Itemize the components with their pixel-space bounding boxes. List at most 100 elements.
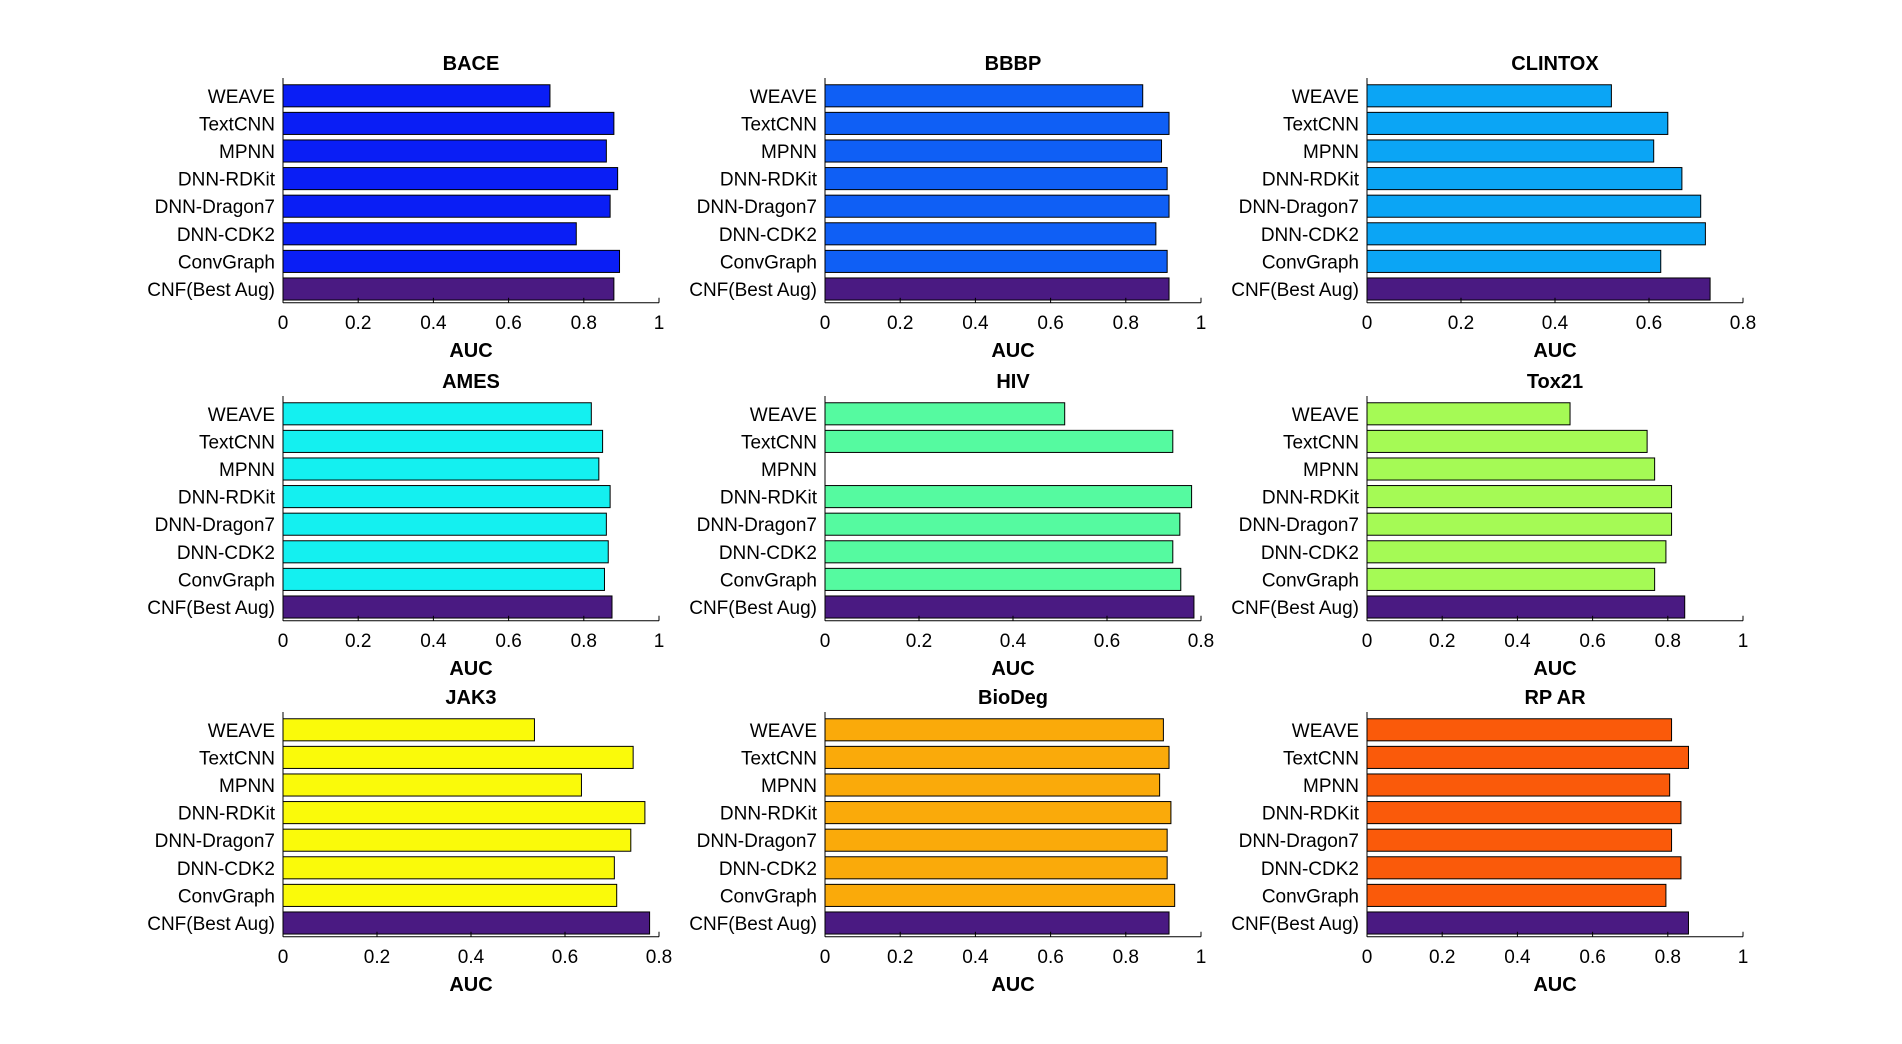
bar (824, 111, 1170, 135)
category-label: CNF(Best Aug) (147, 914, 275, 935)
category-label: DNN-CDK2 (1261, 543, 1359, 564)
bar (282, 194, 611, 218)
x-tick-label: 1 (1738, 631, 1749, 652)
category-label: DNN-RDKit (1262, 488, 1360, 509)
x-tick-label: 0.8 (1730, 313, 1756, 334)
x-tick-label: 0.2 (364, 947, 390, 968)
category-label: TextCNN (741, 432, 817, 453)
x-tick-label: 0.8 (1655, 947, 1681, 968)
category-label: TextCNN (741, 748, 817, 769)
category-label: ConvGraph (720, 570, 817, 591)
bar (824, 194, 1170, 218)
bar (1366, 856, 1682, 880)
bar (1366, 567, 1656, 591)
chart-panel-jak3: JAK3 WEAVE TextCNN MPNN DNN-RDKit DNN-Dragon7… (147, 687, 672, 996)
x-tick-label: 0.2 (906, 631, 932, 652)
bar (282, 856, 615, 880)
bar (1366, 801, 1682, 825)
x-tick-label: 0.2 (887, 947, 913, 968)
x-tick-label: 0.4 (1504, 947, 1531, 968)
x-tick-label: 0 (820, 631, 831, 652)
bar (1366, 540, 1667, 564)
bar (824, 828, 1168, 852)
category-label: TextCNN (199, 432, 275, 453)
category-label: DNN-Dragon7 (1239, 831, 1359, 852)
x-tick-label: 1 (654, 631, 665, 652)
bar (1366, 402, 1571, 426)
category-label: ConvGraph (178, 252, 275, 273)
bar (282, 883, 618, 907)
bar (282, 84, 551, 108)
bar (824, 139, 1163, 163)
category-label: WEAVE (208, 405, 275, 426)
category-label: ConvGraph (1262, 570, 1359, 591)
bar (824, 84, 1144, 108)
bar (282, 540, 609, 564)
category-label: MPNN (1303, 776, 1359, 797)
x-tick-label: 0.8 (571, 313, 597, 334)
bar (282, 111, 615, 135)
x-tick-label: 0.6 (1094, 631, 1120, 652)
bar (282, 911, 651, 935)
chart-title: AMES (442, 371, 500, 393)
x-tick-label: 0.6 (1037, 947, 1063, 968)
x-tick-label: 0.6 (1579, 631, 1605, 652)
bar (824, 249, 1168, 273)
x-axis-label: AUC (449, 340, 492, 362)
chart-panel-biodeg: BioDeg WEAVE TextCNN MPNN DNN-RDKit DNN-Drago… (689, 687, 1206, 996)
bar (1366, 512, 1673, 536)
chart-title: Tox21 (1527, 371, 1583, 393)
category-label: ConvGraph (1262, 886, 1359, 907)
category-label: ConvGraph (720, 252, 817, 273)
x-tick-label: 0.4 (458, 947, 485, 968)
bar (824, 911, 1170, 935)
category-label: DNN-RDKit (178, 804, 276, 825)
category-label: MPNN (219, 460, 275, 481)
bar (1366, 429, 1648, 453)
bar (282, 745, 634, 769)
x-tick-label: 0 (1362, 313, 1373, 334)
x-tick-label: 1 (1738, 947, 1749, 968)
bar (824, 595, 1195, 619)
category-label: WEAVE (208, 721, 275, 742)
x-tick-label: 0.2 (1448, 313, 1474, 334)
chart-title: HIV (996, 371, 1030, 393)
bar (824, 856, 1168, 880)
category-label: CNF(Best Aug) (689, 280, 817, 301)
x-axis-label: AUC (991, 974, 1034, 996)
x-tick-label: 1 (1196, 313, 1207, 334)
chart-title: CLINTOX (1511, 53, 1599, 75)
category-label: DNN-Dragon7 (1239, 197, 1359, 218)
chart-title: BACE (443, 53, 500, 75)
x-axis-label: AUC (1533, 974, 1576, 996)
x-tick-label: 0.4 (962, 947, 989, 968)
x-tick-label: 0 (1362, 631, 1373, 652)
category-label: DNN-Dragon7 (697, 831, 817, 852)
chart-title: BBBP (985, 53, 1042, 75)
bar (282, 773, 582, 797)
x-tick-label: 0.6 (1579, 947, 1605, 968)
category-label: CNF(Best Aug) (1231, 598, 1359, 619)
category-label: MPNN (219, 142, 275, 163)
bar (1366, 249, 1662, 273)
category-label: WEAVE (750, 405, 817, 426)
x-tick-label: 0.2 (887, 313, 913, 334)
bar (282, 402, 592, 426)
bar (824, 883, 1176, 907)
bar (1366, 111, 1669, 135)
bar (282, 485, 611, 509)
category-label: TextCNN (1283, 748, 1359, 769)
x-tick-label: 0.8 (1113, 313, 1139, 334)
x-tick-label: 0.6 (552, 947, 578, 968)
category-label: DNN-RDKit (1262, 170, 1360, 191)
chart-panel-bbbp: BBBP WEAVE TextCNN MPNN DNN-RDKit DNN-Dragon7… (689, 53, 1206, 362)
bar (824, 567, 1182, 591)
chart-title: RP AR (1524, 687, 1586, 709)
bar (1366, 595, 1686, 619)
category-label: DNN-Dragon7 (155, 515, 275, 536)
category-label: CNF(Best Aug) (147, 280, 275, 301)
x-axis-label: AUC (991, 658, 1034, 680)
bar (824, 277, 1170, 301)
bar (282, 828, 632, 852)
